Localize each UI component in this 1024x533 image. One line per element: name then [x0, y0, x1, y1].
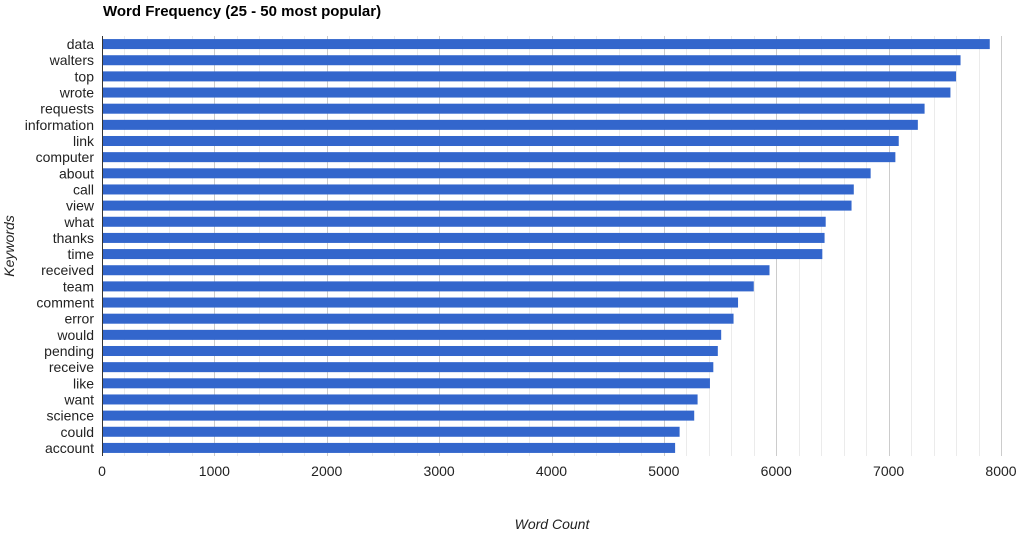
bar-call[interactable]: [103, 184, 854, 195]
category-label-about: about: [59, 165, 94, 181]
category-label-like: like: [73, 375, 94, 391]
category-label-time: time: [68, 246, 95, 262]
x-tick-label: 4000: [536, 463, 567, 479]
grid-lines: [102, 36, 1002, 456]
category-label-call: call: [73, 181, 94, 197]
bar-walters[interactable]: [103, 55, 961, 66]
bar-data[interactable]: [103, 39, 990, 50]
y-axis-title: Keywords: [1, 215, 17, 276]
bar-what[interactable]: [103, 216, 826, 227]
category-label-walters: walters: [49, 52, 94, 68]
category-label-account: account: [45, 440, 94, 456]
bar-could[interactable]: [103, 426, 680, 437]
category-label-computer: computer: [36, 149, 95, 165]
x-tick-label: 1000: [199, 463, 230, 479]
x-tick-label: 6000: [761, 463, 792, 479]
bar-comment[interactable]: [103, 297, 739, 308]
x-tick-label: 0: [98, 463, 106, 479]
bar-received[interactable]: [103, 265, 770, 276]
x-tick-label: 2000: [311, 463, 342, 479]
bar-pending[interactable]: [103, 345, 718, 357]
category-label-top: top: [75, 68, 95, 84]
x-axis-title: Word Count: [515, 516, 591, 532]
x-tick-label: 3000: [424, 463, 455, 479]
x-tick-label: 5000: [648, 463, 679, 479]
bar-computer[interactable]: [103, 152, 896, 163]
bar-information[interactable]: [103, 119, 918, 130]
bar-wrote[interactable]: [103, 87, 951, 98]
bar-receive[interactable]: [103, 362, 714, 373]
chart-title: Word Frequency (25 - 50 most popular): [103, 3, 381, 20]
bar-want[interactable]: [103, 394, 698, 405]
category-label-would: would: [56, 327, 94, 343]
bar-requests[interactable]: [103, 103, 925, 114]
category-label-receive: receive: [49, 359, 94, 375]
bar-like[interactable]: [103, 378, 710, 389]
bars: [103, 39, 990, 453]
category-label-error: error: [64, 311, 94, 327]
category-label-requests: requests: [40, 101, 94, 117]
bar-time[interactable]: [103, 249, 823, 260]
category-label-science: science: [47, 408, 95, 424]
category-label-link: link: [73, 133, 95, 149]
category-label-data: data: [67, 36, 94, 52]
category-label-thanks: thanks: [53, 230, 94, 246]
bar-science[interactable]: [103, 410, 695, 421]
bar-link[interactable]: [103, 135, 899, 147]
category-label-could: could: [61, 424, 94, 440]
category-label-team: team: [63, 278, 94, 294]
category-label-want: want: [63, 391, 94, 407]
category-label-what: what: [63, 214, 94, 230]
x-tick-labels: 0 1000 2000 3000 4000 5000 6000 7000 8000: [98, 463, 1017, 479]
bar-about[interactable]: [103, 168, 871, 179]
category-label-view: view: [66, 198, 95, 214]
category-label-comment: comment: [36, 295, 94, 311]
bar-top[interactable]: [103, 71, 957, 82]
category-label-pending: pending: [44, 343, 94, 359]
bar-view[interactable]: [103, 200, 852, 211]
x-tick-label: 8000: [985, 463, 1016, 479]
bar-thanks[interactable]: [103, 232, 825, 243]
bar-would[interactable]: [103, 329, 722, 340]
x-tick-label: 7000: [873, 463, 904, 479]
bar-team[interactable]: [103, 281, 754, 292]
category-labels: datawalterstopwroterequestsinformationli…: [25, 36, 95, 456]
bar-error[interactable]: [103, 313, 734, 324]
bar-account[interactable]: [103, 442, 676, 453]
category-label-received: received: [41, 262, 94, 278]
category-label-information: information: [25, 117, 94, 133]
category-label-wrote: wrote: [59, 85, 94, 101]
